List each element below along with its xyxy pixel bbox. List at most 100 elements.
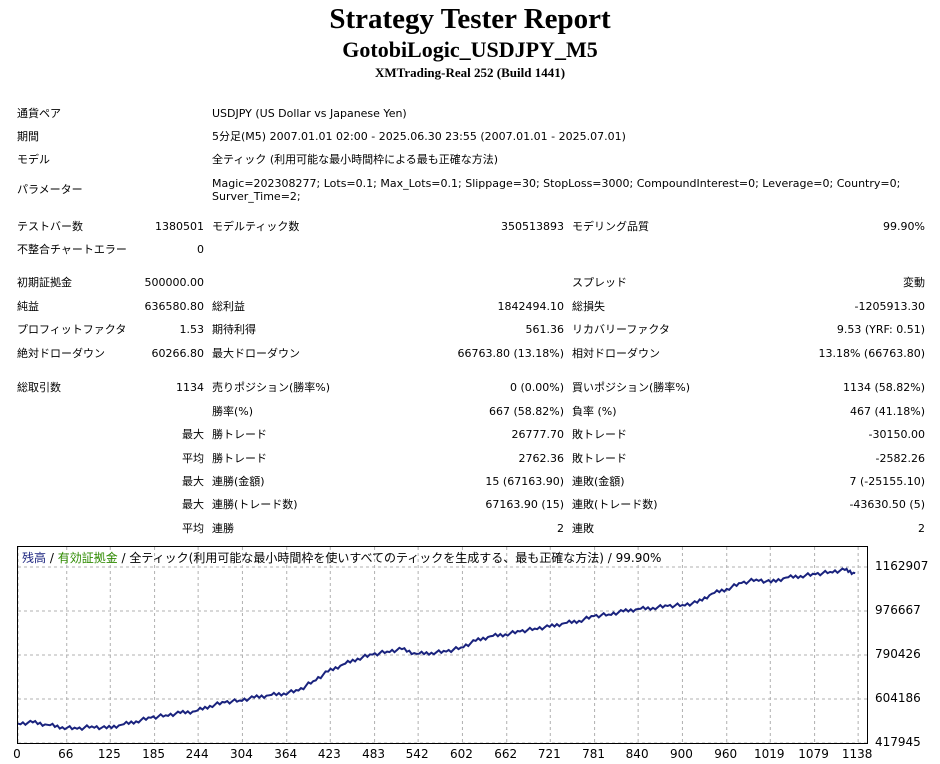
legend-separator: / — [117, 551, 130, 565]
gross-profit-label: 総利益 — [212, 300, 245, 313]
recovery-factor-label: リカバリーファクタ — [572, 323, 670, 336]
gross-loss-value: -1205913.30 — [854, 300, 925, 313]
abs-drawdown-label: 絶対ドローダウン — [17, 347, 105, 360]
avg-consec-losses-value: 2 — [918, 522, 925, 535]
x-tick-label: 364 — [274, 747, 298, 761]
win-rate-label: 勝率(%) — [212, 405, 254, 418]
params-line-2: Surver_Time=2; — [212, 190, 301, 203]
balance-chart-svg — [18, 547, 867, 743]
x-tick-label: 66 — [58, 747, 74, 761]
avg-loss-label: 敗トレード — [572, 452, 627, 465]
largest-loss-label: 敗トレード — [572, 428, 627, 441]
symbol-label: 通貨ペア — [17, 107, 61, 120]
profit-factor-label: プロフィットファクタ — [17, 323, 127, 336]
x-tick-label: 0 — [13, 747, 21, 761]
long-positions-label: 買いポジション(勝率%) — [572, 381, 691, 394]
quality-label: モデリング品質 — [572, 220, 649, 233]
largest-loss-value: -30150.00 — [868, 428, 925, 441]
max-consec-profit-label: 連勝(トレード数) — [212, 498, 298, 511]
avg-consec-wins-label: 連勝 — [212, 522, 234, 535]
x-tick-label: 900 — [669, 747, 693, 761]
loss-rate-value: 467 (41.18%) — [849, 405, 925, 418]
profit-factor-value: 1.53 — [179, 323, 205, 336]
x-tick-label: 304 — [229, 747, 253, 761]
model-label: モデル — [17, 153, 50, 166]
deposit-value: 500000.00 — [144, 276, 205, 289]
x-tick-label: 781 — [582, 747, 606, 761]
balance-chart: 残高 / 有効証拠金 / 全ティック(利用可能な最小時間枠を使いすべてのティック… — [17, 546, 868, 744]
x-tick-label: 185 — [142, 747, 166, 761]
max-consec-prefix-1: 最大 — [182, 475, 204, 488]
net-value: 636580.80 — [144, 300, 205, 313]
abs-drawdown-value: 60266.80 — [151, 347, 205, 360]
loss-rate-label: 負率 (%) — [572, 405, 617, 418]
avg-consec-wins-value: 2 — [557, 522, 564, 535]
legend-separator: / — [46, 551, 58, 565]
avg-win-value: 2762.36 — [518, 452, 565, 465]
server-info: XMTrading-Real 252 (Build 1441) — [374, 65, 566, 80]
chart-legend: 残高 / 有効証拠金 / 全ティック(利用可能な最小時間枠を使いすべてのティック… — [22, 551, 661, 566]
rel-drawdown-label: 相対ドローダウン — [572, 347, 660, 360]
avg-loss-value: -2582.26 — [875, 452, 925, 465]
model-value: 全ティック (利用可能な最小時間枠による最も正確な方法) — [212, 153, 499, 166]
gross-profit-value: 1842494.10 — [497, 300, 564, 313]
max-consec-loss-value: -43630.50 (5) — [849, 498, 925, 511]
params-label: パラメーター — [17, 183, 83, 196]
x-tick-label: 721 — [537, 747, 561, 761]
x-tick-label: 244 — [185, 747, 209, 761]
period-label: 期間 — [17, 130, 39, 143]
x-tick-label: 423 — [317, 747, 341, 761]
x-tick-label: 960 — [714, 747, 738, 761]
spread-label: スプレッド — [572, 276, 627, 289]
x-tick-label: 1079 — [798, 747, 829, 761]
bars-value: 1380501 — [155, 220, 204, 233]
x-tick-label: 662 — [494, 747, 518, 761]
report-title: Strategy Tester Report — [329, 3, 611, 35]
y-tick-label: 976667 — [875, 602, 921, 617]
params-line-1: Magic=202308277; Lots=0.1; Max_Lots=0.1;… — [212, 177, 901, 190]
max-consec-wins-value: 15 (67163.90) — [485, 475, 564, 488]
x-tick-label: 1019 — [754, 747, 785, 761]
avg-consec-prefix: 平均 — [182, 522, 204, 535]
recovery-factor-value: 9.53 (YRF: 0.51) — [836, 323, 925, 336]
max-consec-losses-value: 7 (-25155.10) — [849, 475, 925, 488]
max-consec-loss-label: 連敗(トレード数) — [572, 498, 658, 511]
x-tick-label: 840 — [625, 747, 649, 761]
report-subtitle: GotobiLogic_USDJPY_M5 — [342, 37, 598, 62]
mismatch-value: 0 — [197, 243, 204, 256]
max-consec-prefix-2: 最大 — [182, 498, 204, 511]
total-trades-label: 総取引数 — [17, 381, 61, 394]
max-consec-wins-label: 連勝(金額) — [212, 475, 265, 488]
x-tick-label: 542 — [405, 747, 429, 761]
legend-model-info: 全ティック(利用可能な最小時間枠を使いすべてのティックを生成する、最も正確な方法… — [129, 551, 662, 565]
y-tick-label: 417945 — [875, 735, 921, 749]
legend-equity: 有効証拠金 — [57, 551, 118, 565]
bars-label: テストバー数 — [17, 220, 83, 233]
largest-win-value: 26777.70 — [511, 428, 565, 441]
gross-loss-label: 総損失 — [572, 300, 605, 313]
largest-win-label: 勝トレード — [212, 428, 267, 441]
max-consec-losses-label: 連敗(金額) — [572, 475, 625, 488]
balance-line — [18, 567, 856, 732]
average-prefix: 平均 — [182, 452, 204, 465]
legend-balance: 残高 — [22, 551, 47, 565]
period-value: 5分足(M5) 2007.01.01 02:00 - 2025.06.30 23… — [212, 130, 626, 143]
max-drawdown-value: 66763.80 (13.18%) — [457, 347, 564, 360]
x-tick-label: 483 — [362, 747, 386, 761]
symbol-value: USDJPY (US Dollar vs Japanese Yen) — [212, 107, 407, 120]
quality-value: 99.90% — [883, 220, 925, 233]
avg-consec-losses-label: 連敗 — [572, 522, 594, 535]
avg-win-label: 勝トレード — [212, 452, 267, 465]
expected-payoff-value: 561.36 — [525, 323, 565, 336]
spread-value: 変動 — [903, 276, 925, 289]
max-drawdown-label: 最大ドローダウン — [212, 347, 300, 360]
short-positions-value: 0 (0.00%) — [509, 381, 564, 394]
y-tick-label: 790426 — [875, 647, 921, 661]
x-tick-label: 602 — [449, 747, 473, 761]
ticks-label: モデルティック数 — [212, 220, 300, 233]
largest-prefix: 最大 — [182, 428, 204, 441]
y-tick-label: 1162907 — [875, 559, 929, 573]
deposit-label: 初期証拠金 — [17, 276, 72, 289]
ticks-value: 350513893 — [501, 220, 564, 233]
expected-payoff-label: 期待利得 — [212, 323, 256, 336]
